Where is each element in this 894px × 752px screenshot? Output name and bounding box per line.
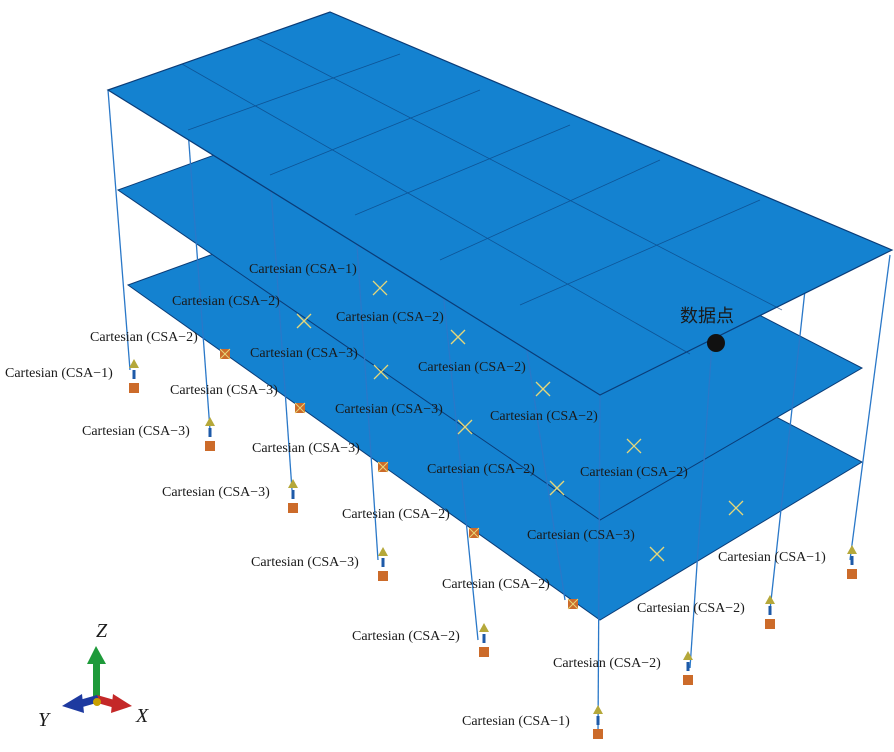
cross-marker bbox=[457, 419, 473, 435]
csa-label: Cartesian (CSA−2) bbox=[580, 465, 688, 480]
csa-label: Cartesian (CSA−3) bbox=[252, 441, 360, 456]
support-fixture bbox=[479, 623, 489, 657]
support-fixture bbox=[683, 651, 693, 685]
csa-label: Cartesian (CSA−1) bbox=[249, 262, 357, 277]
csa-label: Cartesian (CSA−2) bbox=[336, 310, 444, 325]
connection-marker bbox=[468, 527, 480, 539]
slab-grid-lines bbox=[181, 37, 783, 355]
support-fixture bbox=[129, 359, 139, 393]
cross-marker bbox=[626, 438, 642, 454]
support-fixture bbox=[593, 705, 603, 739]
data-point-label: 数据点 bbox=[680, 306, 734, 327]
cross-marker bbox=[296, 313, 312, 329]
z-axis-arrow bbox=[87, 646, 106, 700]
csa-label: Cartesian (CSA−3) bbox=[527, 528, 635, 543]
csa-label: Cartesian (CSA−2) bbox=[637, 601, 745, 616]
csa-label: Cartesian (CSA−3) bbox=[82, 424, 190, 439]
csa-label: Cartesian (CSA−2) bbox=[427, 462, 535, 477]
connection-markers bbox=[219, 348, 579, 610]
connection-marker bbox=[294, 402, 306, 414]
csa-label: Cartesian (CSA−2) bbox=[442, 577, 550, 592]
x-axis-label: X bbox=[135, 705, 149, 727]
cross-marker bbox=[372, 280, 388, 296]
axis-triad: Z X Y bbox=[38, 620, 149, 731]
csa-label: Cartesian (CSA−3) bbox=[335, 402, 443, 417]
csa-label: Cartesian (CSA−3) bbox=[170, 383, 278, 398]
support-fixture bbox=[288, 479, 298, 513]
x-axis-arrow bbox=[94, 694, 132, 713]
cross-marker bbox=[373, 364, 389, 380]
csa-label: Cartesian (CSA−1) bbox=[5, 366, 113, 381]
csa-label: Cartesian (CSA−3) bbox=[162, 485, 270, 500]
support-fixture bbox=[847, 545, 857, 579]
cross-marker bbox=[450, 329, 466, 345]
z-axis-label: Z bbox=[96, 620, 108, 642]
csa-label: Cartesian (CSA−2) bbox=[352, 629, 460, 644]
csa-label: Cartesian (CSA−1) bbox=[462, 714, 570, 729]
columns bbox=[107, 89, 891, 736]
slab-level-3-top[interactable] bbox=[106, 11, 894, 396]
csa-label: Cartesian (CSA−2) bbox=[90, 330, 198, 345]
supports bbox=[129, 359, 857, 739]
support-fixture bbox=[765, 595, 775, 629]
csa-label: Cartesian (CSA−3) bbox=[250, 346, 358, 361]
y-axis-label: Y bbox=[38, 709, 51, 731]
connection-marker bbox=[219, 348, 231, 360]
csa-label: Cartesian (CSA−1) bbox=[718, 550, 826, 565]
csa-label: Cartesian (CSA−2) bbox=[418, 360, 526, 375]
csa-label: Cartesian (CSA−2) bbox=[172, 294, 280, 309]
cross-marker bbox=[535, 381, 551, 397]
coordinate-labels: Cartesian (CSA−1) Cartesian (CSA−2) Cart… bbox=[5, 262, 826, 729]
csa-label: Cartesian (CSA−3) bbox=[251, 555, 359, 570]
csa-label: Cartesian (CSA−2) bbox=[342, 507, 450, 522]
cross-marker bbox=[549, 480, 565, 496]
y-axis-arrow bbox=[62, 694, 100, 713]
connection-marker bbox=[377, 461, 389, 473]
data-point[interactable] bbox=[707, 334, 725, 352]
support-fixture bbox=[205, 417, 215, 451]
cross-markers bbox=[296, 280, 744, 562]
cross-marker bbox=[728, 500, 744, 516]
csa-label: Cartesian (CSA−2) bbox=[553, 656, 661, 671]
support-fixture bbox=[378, 547, 388, 581]
connection-marker bbox=[567, 598, 579, 610]
cross-marker bbox=[649, 546, 665, 562]
csa-label: Cartesian (CSA−2) bbox=[490, 409, 598, 424]
